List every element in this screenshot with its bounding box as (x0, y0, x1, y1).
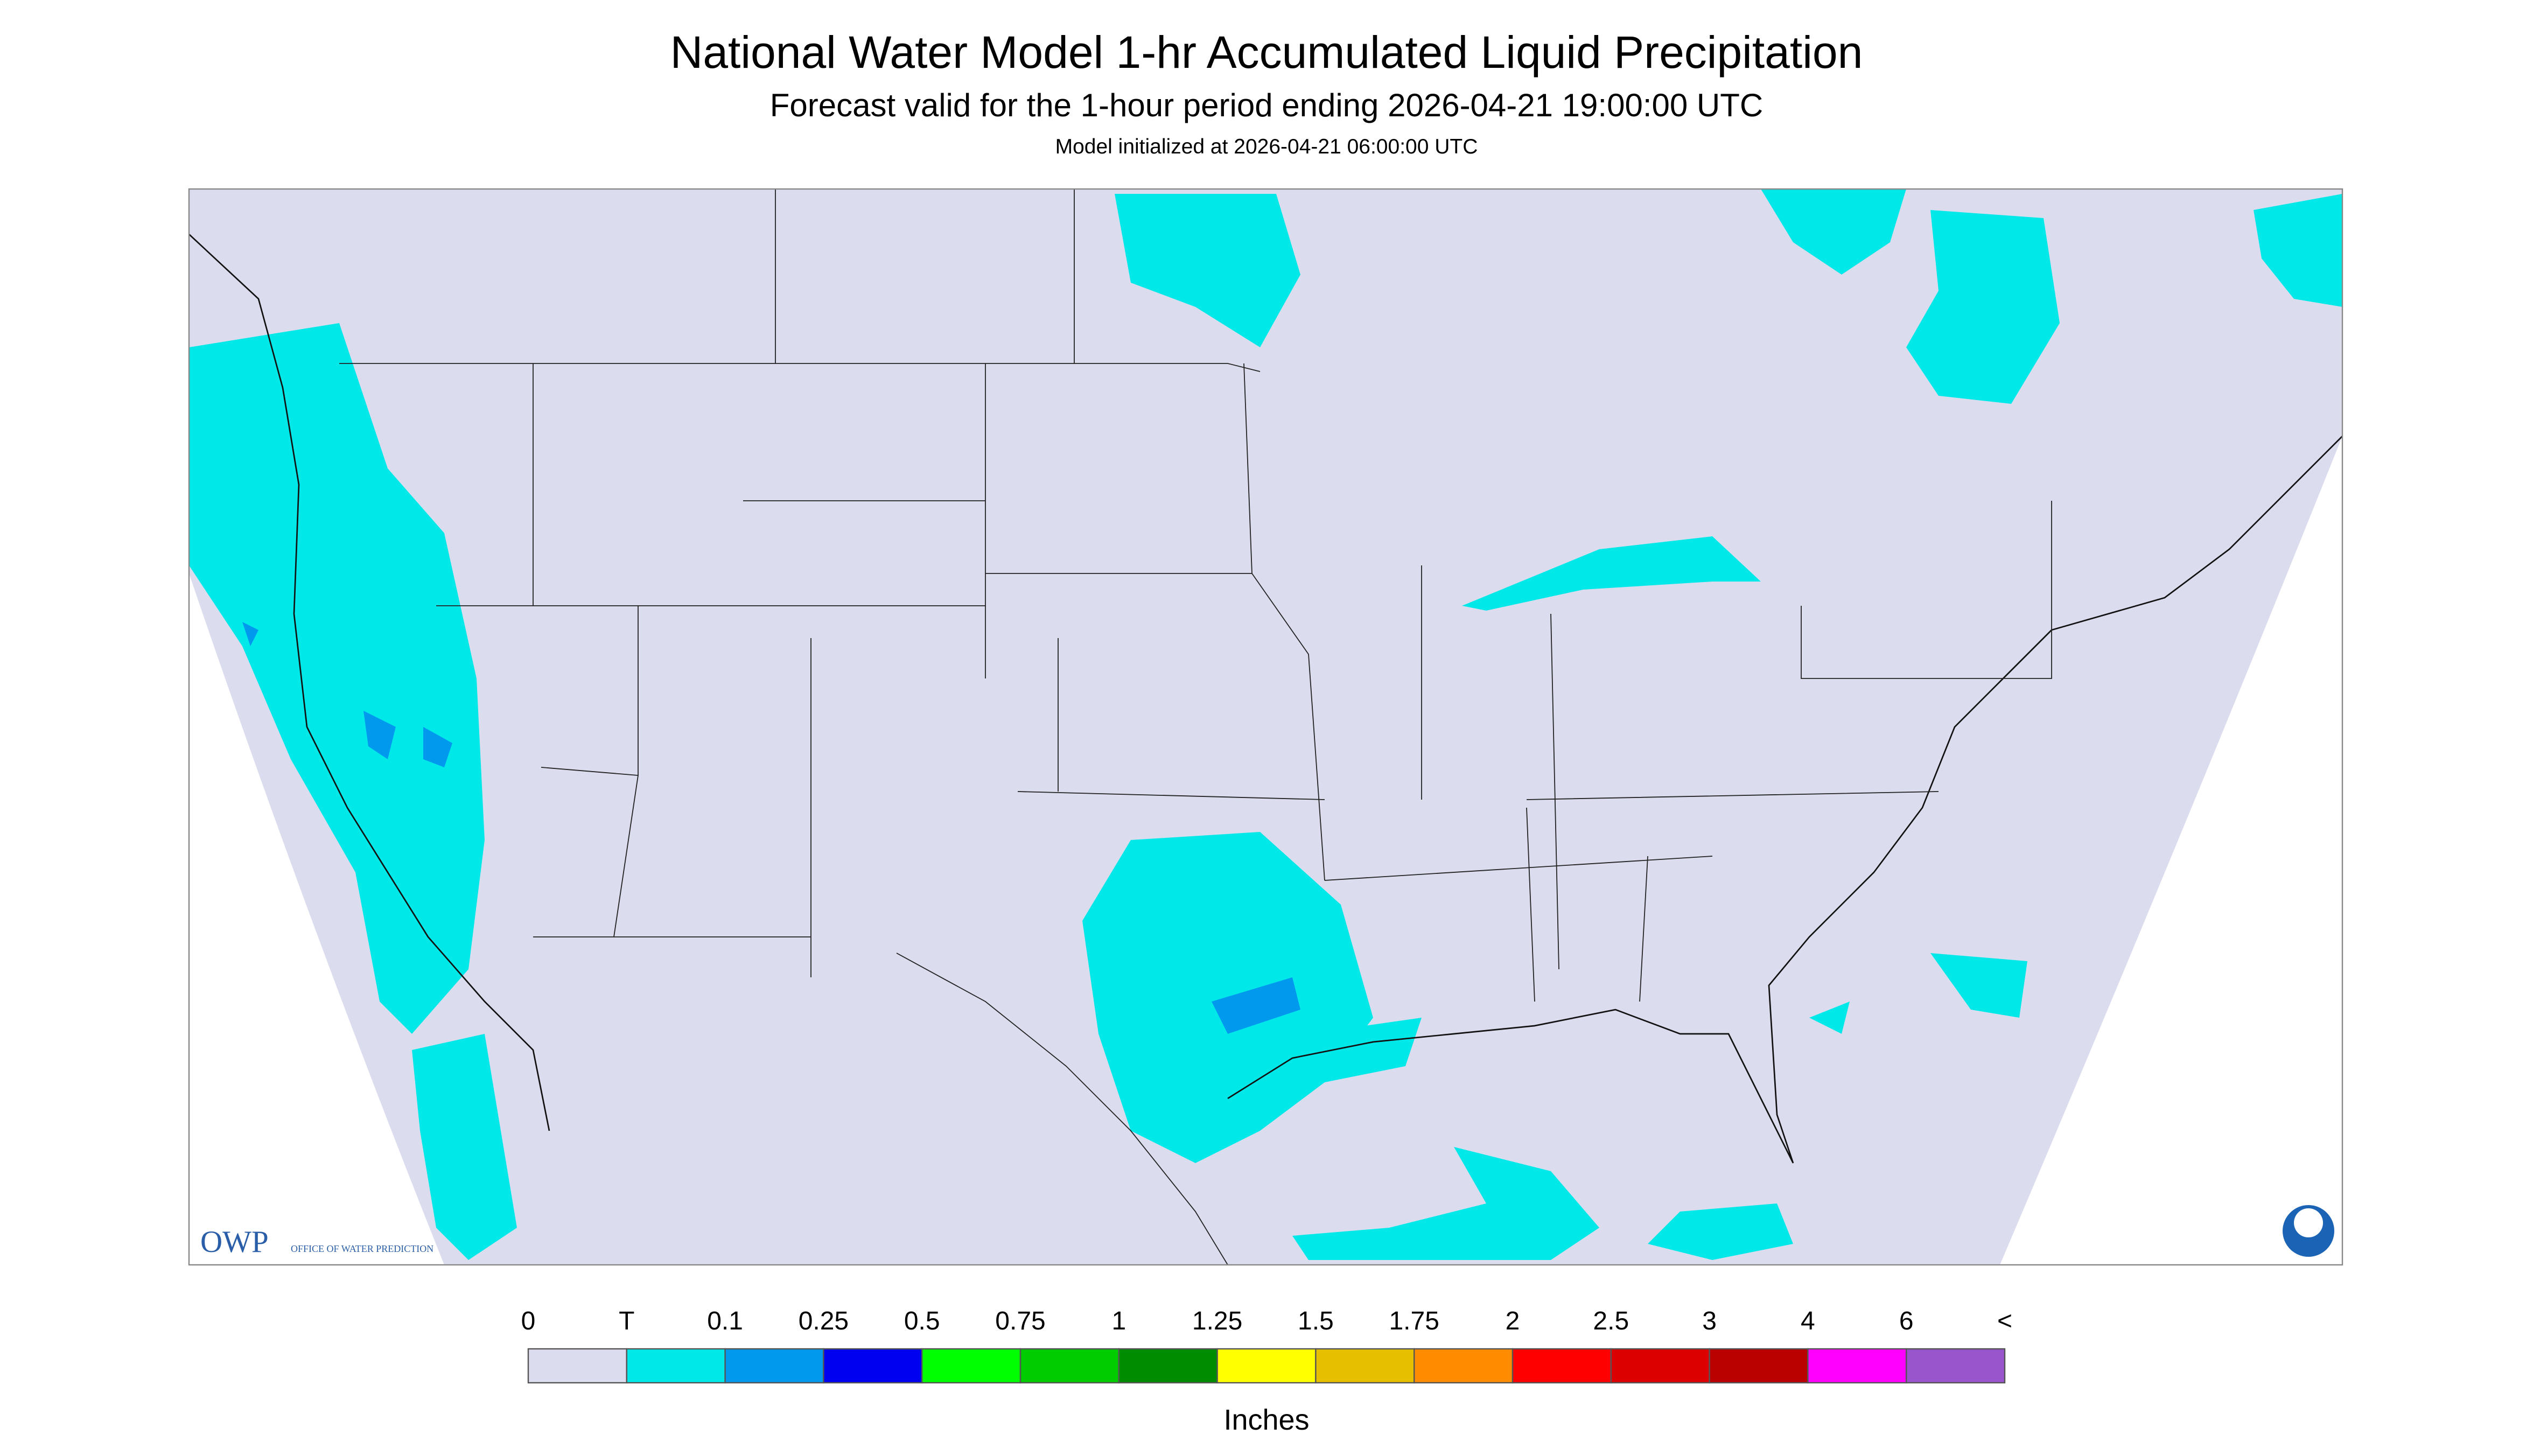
legend-label: 2.5 (1593, 1307, 1629, 1335)
precip-area (412, 1034, 517, 1261)
legend-swatch (527, 1348, 628, 1384)
logo-abbr: OWP (200, 1225, 269, 1259)
legend-swatch (626, 1348, 726, 1384)
precip-area (1906, 210, 2060, 404)
precip-area (363, 711, 396, 760)
legend-unit: Inches (1223, 1404, 1309, 1436)
legend-swatch (1315, 1348, 1415, 1384)
legend-label: 0 (521, 1307, 536, 1335)
legend-swatch (1709, 1348, 1809, 1384)
title: National Water Model 1-hr Accumulated Li… (670, 27, 1863, 78)
legend-label: < (1997, 1307, 2012, 1335)
logo-name: OFFICE OF WATER PREDICTION (291, 1243, 433, 1254)
map-frame (188, 188, 2343, 1266)
legend-swatch (1118, 1348, 1218, 1384)
coastline (188, 234, 2343, 1164)
precip-area (423, 727, 452, 768)
state-border (339, 189, 2052, 1002)
precip-area (1115, 194, 1300, 348)
precipitation-heavier (242, 622, 1300, 1034)
legend-label: 3 (1702, 1307, 1717, 1335)
noaa-logo-inner (2294, 1208, 2323, 1238)
precip-area (1292, 1147, 1599, 1261)
legend-label: 0.75 (995, 1307, 1045, 1335)
map: OWP OFFICE OF WATER PREDICTION (188, 188, 2343, 1266)
legend-label: 0.25 (799, 1307, 849, 1335)
precip-area (1809, 1002, 1850, 1034)
legend-label: 1.75 (1389, 1307, 1439, 1335)
legend-label: 4 (1801, 1307, 1815, 1335)
precip-area (2254, 194, 2342, 307)
legend-swatch (1610, 1348, 1710, 1384)
borders (188, 189, 2343, 1265)
legend-label: 1 (1111, 1307, 1126, 1335)
legend-swatch (1414, 1348, 1514, 1384)
precip-area (1648, 1203, 1793, 1261)
legend-label: T (619, 1307, 634, 1335)
precipitation (189, 189, 2342, 1261)
legend-swatch (1512, 1348, 1612, 1384)
legend-swatch (1807, 1348, 1907, 1384)
legend-swatch (921, 1348, 1021, 1384)
precip-area (1761, 189, 1906, 275)
precip-area (189, 323, 485, 1034)
precip-area (1309, 1018, 1422, 1083)
legend-label: 0.5 (904, 1307, 940, 1335)
legend: 0 T 0.1 0.25 0.5 0.75 1 1.25 1.5 1.75 2 2.5 3 4 6 < Inch… (521, 1307, 2012, 1436)
precip-area (1212, 977, 1300, 1034)
country-border (896, 953, 1228, 1265)
legend-swatch (1019, 1348, 1120, 1384)
precip-area (242, 622, 258, 647)
legend-swatch (1216, 1348, 1317, 1384)
legend-swatch (724, 1348, 824, 1384)
init-note: Model initialized at 2026-04-21 06:00:00… (1055, 135, 1478, 158)
legend-swatch (1905, 1348, 2006, 1384)
legend-swatch (823, 1348, 923, 1384)
precip-area (1930, 953, 2027, 1018)
precip-area (1462, 536, 1761, 611)
legend-label: 1.5 (1298, 1307, 1334, 1335)
legend-label: 0.1 (707, 1307, 743, 1335)
subtitle: Forecast valid for the 1-hour period end… (770, 87, 1763, 123)
legend-label: 1.25 (1192, 1307, 1242, 1335)
outside-domain (189, 189, 2342, 1265)
legend-label: 2 (1506, 1307, 1520, 1335)
legend-label: 6 (1899, 1307, 1914, 1335)
